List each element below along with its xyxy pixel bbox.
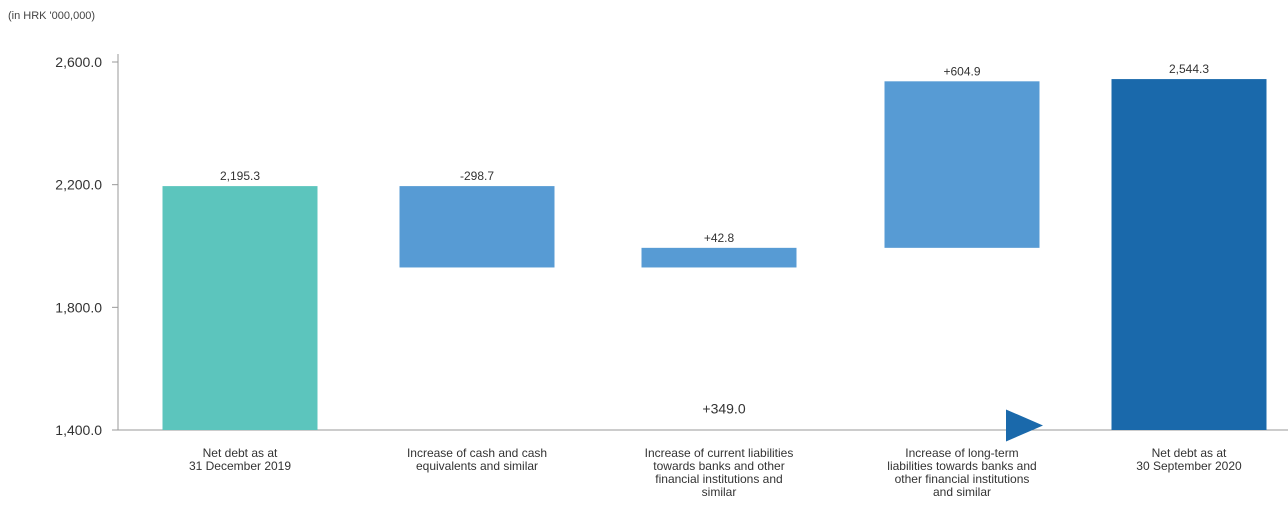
x-category-label: towards banks and other bbox=[653, 459, 784, 473]
x-category-label: equivalents and similar bbox=[416, 459, 538, 473]
x-category-label: 31 December 2019 bbox=[189, 459, 291, 473]
data-label: -298.7 bbox=[460, 169, 494, 183]
change-bar bbox=[399, 186, 555, 268]
x-category-label: other financial institutions bbox=[895, 472, 1030, 486]
change-bar bbox=[641, 247, 797, 268]
total-change-label: +349.0 bbox=[702, 400, 745, 416]
x-category-label: financial institutions and bbox=[655, 472, 782, 486]
y-tick-label: 2,200.0 bbox=[55, 177, 102, 193]
total-bar bbox=[162, 186, 318, 430]
total-change-arrow-head bbox=[1006, 409, 1043, 442]
x-category-label: similar bbox=[702, 485, 737, 499]
x-category-label: liabilities towards banks and bbox=[887, 459, 1036, 473]
data-label: +42.8 bbox=[704, 231, 735, 245]
x-category-label: Increase of long-term bbox=[905, 446, 1018, 460]
x-category-label: Increase of cash and cash bbox=[407, 446, 547, 460]
y-tick-label: 1,400.0 bbox=[55, 422, 102, 438]
total-bar bbox=[1111, 79, 1267, 431]
data-label: 2,544.3 bbox=[1169, 62, 1209, 76]
data-label: 2,195.3 bbox=[220, 169, 260, 183]
x-category-label: Increase of current liabilities bbox=[645, 446, 794, 460]
change-bar bbox=[884, 81, 1040, 248]
x-category-label: and similar bbox=[933, 485, 991, 499]
y-tick-label: 2,600.0 bbox=[55, 54, 102, 70]
unit-label: (in HRK '000,000) bbox=[8, 10, 96, 22]
x-category-label: Net debt as at bbox=[1152, 446, 1227, 460]
y-tick-label: 1,800.0 bbox=[55, 299, 102, 315]
x-category-label: Net debt as at bbox=[203, 446, 278, 460]
data-label: +604.9 bbox=[943, 64, 980, 78]
x-category-label: 30 September 2020 bbox=[1136, 459, 1242, 473]
